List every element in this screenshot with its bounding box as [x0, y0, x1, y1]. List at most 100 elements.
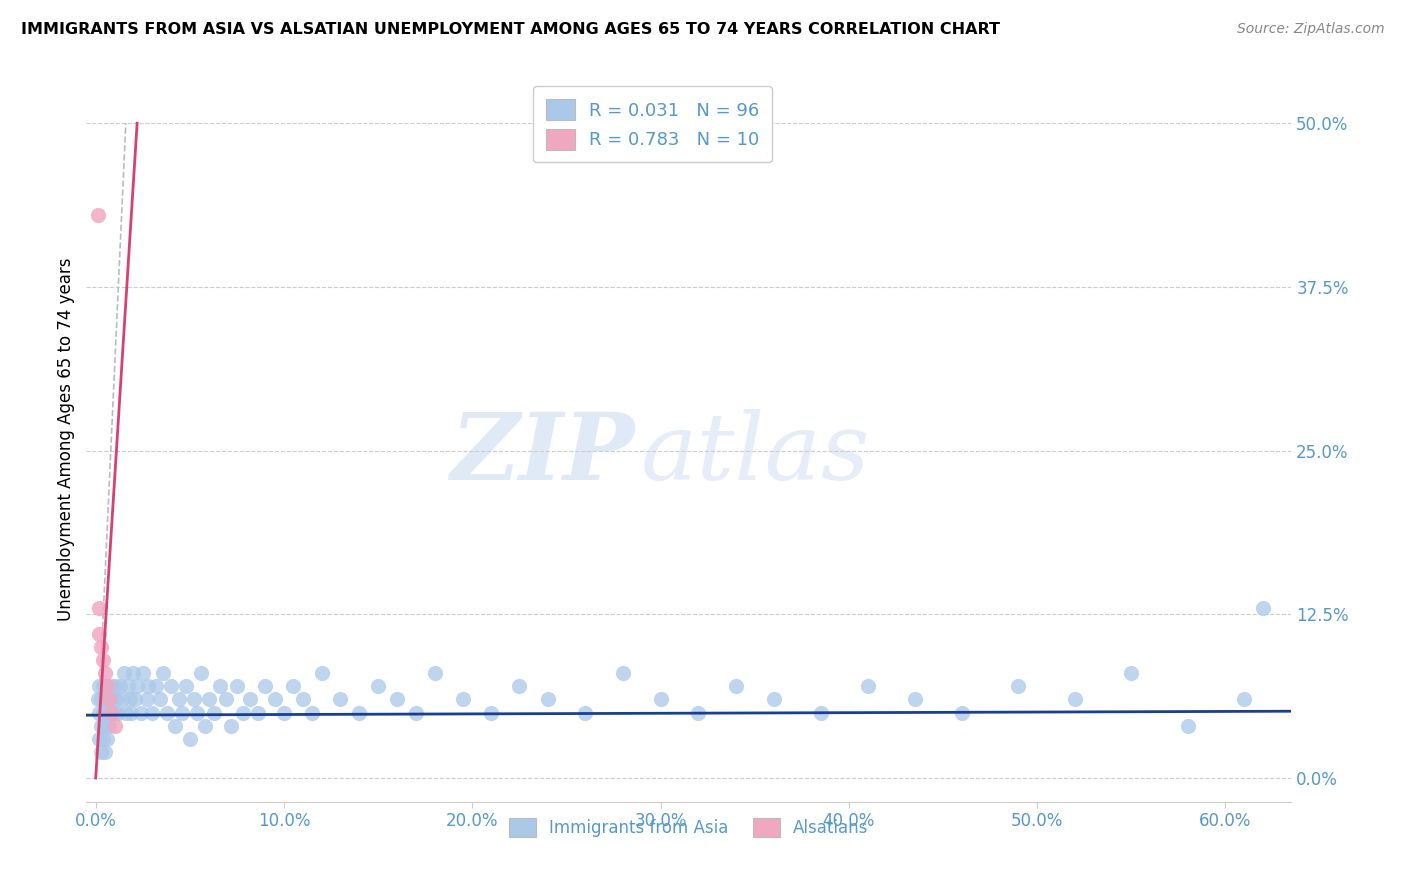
Y-axis label: Unemployment Among Ages 65 to 74 years: Unemployment Among Ages 65 to 74 years — [58, 258, 75, 621]
Point — [100, 679, 122, 693]
Point — [246, 706, 269, 720]
Point — [174, 679, 197, 693]
Point — [239, 692, 262, 706]
Point — [122, 666, 145, 681]
Point — [91, 706, 114, 720]
Point — [856, 679, 879, 693]
Point — [197, 692, 219, 706]
Point — [129, 706, 152, 720]
Point — [232, 706, 254, 720]
Point — [367, 679, 389, 693]
Point — [117, 679, 139, 693]
Point — [100, 706, 122, 720]
Point — [160, 679, 183, 693]
Point — [94, 692, 117, 706]
Point — [311, 666, 333, 681]
Point — [167, 692, 190, 706]
Text: atlas: atlas — [641, 409, 870, 499]
Point — [1177, 718, 1199, 732]
Point — [574, 706, 596, 720]
Point — [149, 692, 172, 706]
Point — [90, 745, 112, 759]
Point — [172, 706, 194, 720]
Point — [107, 706, 129, 720]
Point — [1063, 692, 1085, 706]
Point — [96, 679, 118, 693]
Point — [1251, 600, 1274, 615]
Point — [219, 718, 242, 732]
Point — [145, 679, 167, 693]
Point — [97, 692, 120, 706]
Text: IMMIGRANTS FROM ASIA VS ALSATIAN UNEMPLOYMENT AMONG AGES 65 TO 74 YEARS CORRELAT: IMMIGRANTS FROM ASIA VS ALSATIAN UNEMPLO… — [21, 22, 1000, 37]
Point — [349, 706, 371, 720]
Point — [96, 731, 118, 746]
Point — [114, 706, 136, 720]
Point — [385, 692, 408, 706]
Point — [103, 679, 125, 693]
Point — [283, 679, 305, 693]
Point — [86, 692, 108, 706]
Point — [135, 692, 157, 706]
Point — [90, 640, 112, 654]
Point — [121, 706, 143, 720]
Point — [202, 706, 225, 720]
Point — [89, 627, 111, 641]
Point — [950, 706, 973, 720]
Point — [103, 718, 125, 732]
Point — [89, 600, 111, 615]
Point — [138, 679, 160, 693]
Point — [301, 706, 323, 720]
Point — [96, 706, 118, 720]
Point — [536, 692, 558, 706]
Point — [91, 731, 114, 746]
Point — [208, 679, 231, 693]
Point — [127, 679, 149, 693]
Point — [214, 692, 236, 706]
Point — [96, 679, 118, 693]
Point — [124, 692, 146, 706]
Point — [132, 666, 155, 681]
Point — [291, 692, 314, 706]
Point — [1121, 666, 1143, 681]
Point — [101, 692, 124, 706]
Point — [118, 692, 141, 706]
Point — [97, 718, 120, 732]
Point — [94, 745, 117, 759]
Point — [254, 679, 277, 693]
Point — [91, 653, 114, 667]
Point — [1233, 692, 1256, 706]
Point — [179, 731, 201, 746]
Text: Source: ZipAtlas.com: Source: ZipAtlas.com — [1237, 22, 1385, 37]
Point — [186, 706, 208, 720]
Point — [91, 679, 114, 693]
Legend: Immigrants from Asia, Alsatians: Immigrants from Asia, Alsatians — [502, 812, 876, 844]
Point — [100, 706, 122, 720]
Point — [451, 692, 474, 706]
Point — [190, 666, 212, 681]
Point — [194, 718, 217, 732]
Point — [112, 666, 135, 681]
Point — [762, 692, 785, 706]
Point — [111, 692, 134, 706]
Point — [688, 706, 710, 720]
Point — [405, 706, 427, 720]
Point — [94, 666, 117, 681]
Point — [156, 706, 179, 720]
Point — [612, 666, 634, 681]
Point — [89, 679, 111, 693]
Point — [94, 718, 117, 732]
Point — [650, 692, 672, 706]
Point — [273, 706, 295, 720]
Point — [163, 718, 186, 732]
Point — [508, 679, 530, 693]
Point — [90, 718, 112, 732]
Point — [810, 706, 832, 720]
Point — [479, 706, 502, 720]
Point — [226, 679, 249, 693]
Point — [89, 706, 111, 720]
Point — [724, 679, 747, 693]
Point — [103, 706, 125, 720]
Point — [89, 731, 111, 746]
Text: ZIP: ZIP — [450, 409, 634, 499]
Point — [1007, 679, 1029, 693]
